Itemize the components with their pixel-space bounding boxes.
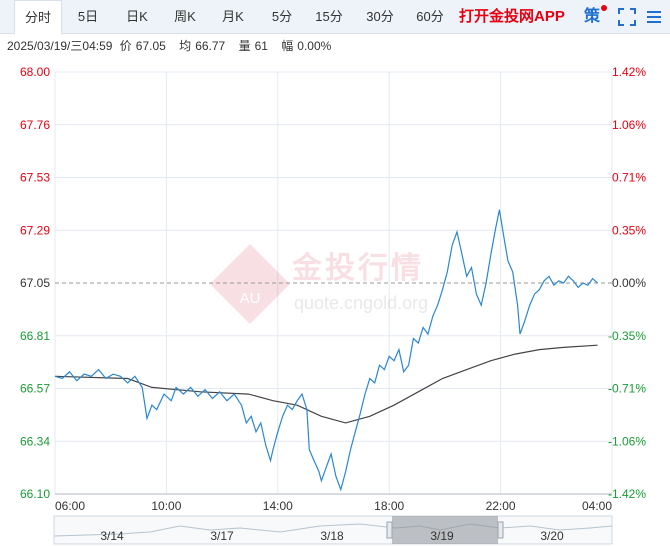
watermark: AU 金投行情 quote.cngold.org	[210, 244, 428, 324]
navigator-date: 3/19	[430, 529, 454, 543]
period-tab-bar: 分时 5日 日K 周K 月K 5分 15分 30分 60分 打开金投网APP 策	[0, 0, 670, 35]
y-axis-right: 1.42% 1.06% 0.71% 0.35% 0.00% -0.35% -0.71% -1.…	[608, 65, 646, 501]
navigator-left-handle[interactable]	[386, 521, 393, 539]
x-axis: 06:00 10:00 14:00 18:00 22:00 04:00	[55, 499, 612, 513]
y-tick-label-right: -0.71%	[608, 382, 646, 396]
strategy-button[interactable]: 策	[584, 8, 601, 25]
y-tick-label-left: 66.10	[20, 487, 50, 501]
tab-15min[interactable]: 15分	[315, 9, 343, 24]
menu-icon[interactable]	[646, 9, 662, 25]
watermark-title: 金投行情	[291, 251, 424, 286]
navigator-date: 3/20	[540, 529, 564, 543]
avg-label: 均	[179, 39, 192, 53]
y-tick-label-left: 66.34	[20, 434, 50, 448]
tab-5min[interactable]: 5分	[271, 9, 293, 24]
intraday-chart[interactable]: AU 金投行情 quote.cngold.org 68.00 67.76 67.53…	[0, 56, 670, 546]
notification-dot	[601, 5, 607, 11]
quote-info-line: 2025/03/19/三04:59 价 67.05 均 66.77 量 61 幅 0.0…	[7, 38, 335, 54]
navigator-date: 3/18	[320, 529, 344, 543]
tab-60min[interactable]: 60分	[416, 9, 444, 24]
y-tick-label-left: 66.57	[20, 382, 50, 396]
y-axis-left: 68.00 67.76 67.53 67.29 67.05 66.81 66.57 66.34…	[20, 65, 50, 501]
volume-value: 61	[254, 39, 268, 53]
y-tick-label-left: 67.29	[20, 223, 50, 237]
fullscreen-icon[interactable]	[617, 7, 637, 27]
tab-intraday[interactable]: 分时	[14, 0, 62, 35]
x-tick-label: 10:00	[151, 499, 181, 513]
x-tick-label: 18:00	[374, 499, 404, 513]
y-tick-label-left: 67.05	[20, 276, 50, 290]
tab-monthly-k[interactable]: 月K	[222, 9, 244, 24]
x-tick-label: 04:00	[582, 499, 612, 513]
tab-daily-k[interactable]: 日K	[126, 9, 148, 24]
volume-label: 量	[238, 39, 251, 53]
x-tick-label: 14:00	[263, 499, 293, 513]
tab-5day[interactable]: 5日	[77, 9, 99, 24]
amplitude-label: 幅	[281, 39, 294, 53]
y-tick-label-right: 1.42%	[612, 65, 646, 79]
x-tick-label: 22:00	[486, 499, 516, 513]
quote-datetime: 2025/03/19/三04:59	[7, 39, 113, 53]
tab-30min[interactable]: 30分	[366, 9, 394, 24]
gold-logo-icon: AU	[210, 244, 290, 324]
navigator-selection[interactable]	[392, 516, 498, 544]
y-tick-label-right: 1.06%	[612, 118, 646, 132]
amplitude-value: 0.00%	[297, 39, 332, 53]
y-tick-label-right: 0.35%	[612, 223, 646, 237]
y-tick-label-left: 67.76	[20, 118, 50, 132]
watermark-url: quote.cngold.org	[294, 293, 428, 313]
navigator-date: 3/17	[210, 529, 234, 543]
x-tick-label: 06:00	[55, 499, 85, 513]
svg-text:AU: AU	[240, 290, 261, 307]
y-tick-label-right: -1.06%	[608, 434, 646, 448]
navigator-right-handle[interactable]	[497, 521, 504, 539]
price-label: 价	[119, 39, 132, 53]
tab-weekly-k[interactable]: 周K	[174, 9, 196, 24]
y-tick-label-right: 0.00%	[612, 276, 646, 290]
navigator-date: 3/14	[100, 529, 124, 543]
price-value: 67.05	[135, 39, 166, 53]
avg-value: 66.77	[195, 39, 226, 53]
time-navigator[interactable]: 3/14 3/17 3/18 3/19 3/20	[53, 515, 613, 545]
y-tick-label-right: 0.71%	[612, 171, 646, 185]
average-price-line	[54, 344, 598, 424]
y-tick-label-right: -0.35%	[608, 329, 646, 343]
y-tick-label-left: 66.81	[20, 329, 50, 343]
y-tick-label-left: 67.53	[20, 171, 50, 185]
open-app-link[interactable]: 打开金投网APP	[459, 8, 565, 25]
price-line	[54, 209, 598, 492]
y-tick-label-right: -1.42%	[608, 487, 646, 501]
y-tick-label-left: 68.00	[20, 65, 50, 79]
